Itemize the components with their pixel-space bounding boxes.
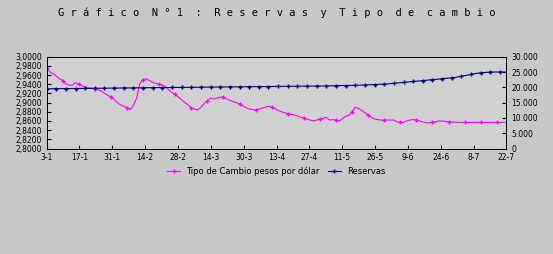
Tipo de Cambio pesos por dólar bbox=[420, 120, 426, 123]
Tipo de Cambio pesos por dólar bbox=[413, 119, 420, 122]
Line: Reservas: Reservas bbox=[45, 70, 508, 91]
Text: G r á f i c o  N ° 1  :  R e s e r v a s  y  T i p o  d e  c a m b i o: G r á f i c o N ° 1 : R e s e r v a s y … bbox=[58, 8, 495, 18]
Line: Tipo de Cambio pesos por dólar: Tipo de Cambio pesos por dólar bbox=[45, 67, 508, 124]
Tipo de Cambio pesos por dólar bbox=[43, 67, 50, 70]
Legend: Tipo de Cambio pesos por dólar, Reservas: Tipo de Cambio pesos por dólar, Reservas bbox=[164, 163, 389, 179]
Reservas bbox=[503, 70, 510, 73]
Reservas bbox=[111, 87, 117, 90]
Reservas bbox=[371, 83, 378, 86]
Tipo de Cambio pesos por dólar bbox=[75, 83, 82, 86]
Tipo de Cambio pesos por dólar bbox=[371, 118, 378, 121]
Tipo de Cambio pesos por dólar bbox=[111, 98, 117, 101]
Tipo de Cambio pesos por dólar bbox=[503, 121, 510, 124]
Reservas bbox=[185, 86, 191, 89]
Tipo de Cambio pesos por dólar bbox=[422, 121, 429, 124]
Reservas bbox=[75, 87, 82, 90]
Reservas bbox=[43, 87, 50, 90]
Tipo de Cambio pesos por dólar bbox=[185, 103, 191, 106]
Reservas bbox=[413, 80, 420, 83]
Reservas bbox=[487, 70, 494, 73]
Reservas bbox=[420, 79, 426, 82]
